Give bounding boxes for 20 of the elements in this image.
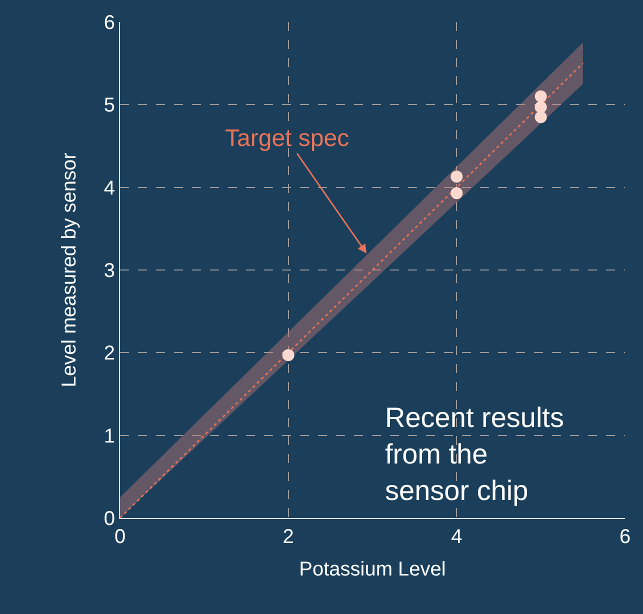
x-axis-title: Potassium Level <box>299 558 446 580</box>
y-tick-label: 5 <box>104 94 115 117</box>
y-tick-label: 0 <box>104 508 115 530</box>
y-tick-label: 6 <box>104 12 115 34</box>
y-tick-label: 2 <box>104 342 115 365</box>
x-tick-label: 6 <box>619 526 631 548</box>
annotation: Recent results from the sensor chip <box>385 402 564 506</box>
point <box>534 111 547 124</box>
x-tick-label: 4 <box>451 526 462 548</box>
y-tick-label: 1 <box>104 425 115 448</box>
point <box>534 101 547 114</box>
annotation: Target spec <box>225 125 350 152</box>
point <box>450 187 463 200</box>
y-axis-title: Level measured by sensor <box>58 152 80 388</box>
point <box>450 170 463 183</box>
x-tick-label: 2 <box>282 526 294 548</box>
point <box>534 90 547 102</box>
y-tick-label: 4 <box>104 177 115 200</box>
point <box>282 349 294 362</box>
y-tick-label: 3 <box>104 260 115 282</box>
